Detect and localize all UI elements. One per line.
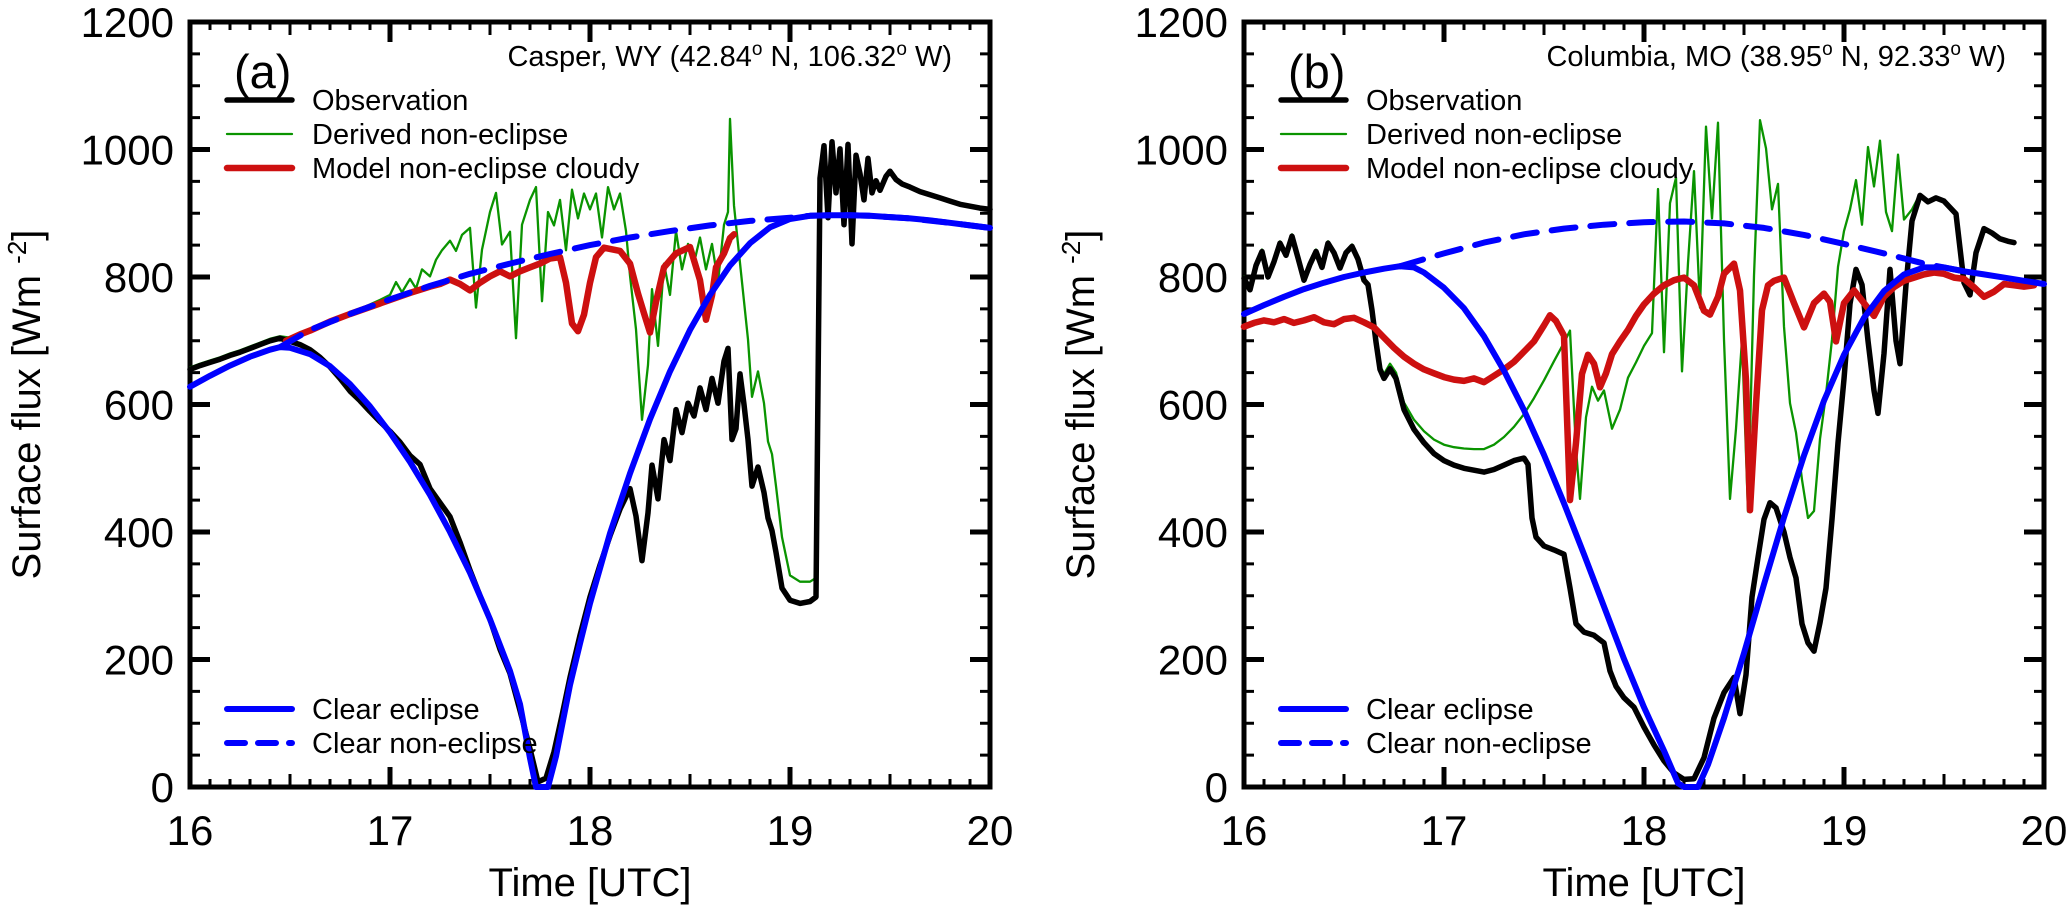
y-tick-label: 400 <box>1158 509 1228 556</box>
x-tick-label: 19 <box>767 807 814 854</box>
y-tick-labels: 0 200 400 600 800 1000 1200 <box>1135 0 1228 811</box>
panel-letter: (a) <box>234 45 291 98</box>
y-tick-label: 0 <box>151 764 174 811</box>
y-ticks <box>190 19 990 790</box>
series-observation <box>187 139 993 785</box>
legend-label-clear_noneclipse: Clear non-eclipse <box>312 728 538 760</box>
legend-label-observation: Observation <box>1366 85 1522 117</box>
y-tick-label: 600 <box>104 382 174 429</box>
x-ticks <box>1241 22 2047 787</box>
series-group <box>1240 119 2047 790</box>
y-tick-label: 800 <box>104 254 174 301</box>
x-tick-labels: 16 17 18 19 20 <box>1221 807 2067 854</box>
x-tick-label: 18 <box>1621 807 1668 854</box>
legend-label-derived: Derived non-eclipse <box>312 119 568 151</box>
x-tick-label: 20 <box>2021 807 2067 854</box>
legend-label-clear_eclipse: Clear eclipse <box>312 694 480 726</box>
x-tick-labels: 16 17 18 19 20 <box>167 807 1014 854</box>
x-tick-label: 19 <box>1821 807 1868 854</box>
y-tick-label: 400 <box>104 509 174 556</box>
y-tick-label: 1200 <box>1135 0 1228 46</box>
series-clear_eclipse <box>187 212 993 790</box>
y-tick-labels: 0 200 400 600 800 1000 1200 <box>81 0 174 811</box>
x-tick-label: 20 <box>967 807 1014 854</box>
plot-frame <box>1241 19 2047 790</box>
y-tick-label: 200 <box>1158 637 1228 684</box>
legend-label-clear_noneclipse: Clear non-eclipse <box>1366 728 1592 760</box>
y-tick-label: 1000 <box>81 127 174 174</box>
y-axis-label: Surface flux [Wm -2] <box>2 230 49 580</box>
legend-label-model: Model non-eclipse cloudy <box>1366 153 1694 185</box>
y-tick-label: 600 <box>1158 382 1228 429</box>
y-tick-label: 800 <box>1158 254 1228 301</box>
series-group <box>187 117 993 790</box>
y-tick-label: 0 <box>1205 764 1228 811</box>
series-model <box>1240 260 2038 514</box>
panel-title: Casper, WY (42.84o N, 106.32o W) <box>507 39 952 73</box>
panel-letter: (b) <box>1288 45 1345 98</box>
y-tick-label: 200 <box>104 637 174 684</box>
y-ticks <box>1244 19 2044 790</box>
legend-label-derived: Derived non-eclipse <box>1366 119 1622 151</box>
x-axis-label: Time [UTC] <box>1543 861 1746 905</box>
legend-label-model: Model non-eclipse cloudy <box>312 153 640 185</box>
panel-title: Columbia, MO (38.95o N, 92.33o W) <box>1546 39 2006 73</box>
y-axis-label: Surface flux [Wm -2] <box>1056 230 1103 580</box>
legend-label-observation: Observation <box>312 85 468 117</box>
x-ticks <box>187 22 993 787</box>
series-model <box>282 231 738 345</box>
x-tick-label: 17 <box>367 807 414 854</box>
x-tick-label: 17 <box>1421 807 1468 854</box>
x-tick-label: 18 <box>567 807 614 854</box>
x-tick-label: 16 <box>1221 807 1268 854</box>
series-clear_eclipse <box>1241 263 2047 790</box>
x-tick-label: 16 <box>167 807 214 854</box>
plot-frame <box>187 19 993 790</box>
x-axis-label: Time [UTC] <box>489 861 692 905</box>
y-tick-label: 1200 <box>81 0 174 46</box>
series-clear_noneclipse <box>1397 218 1967 275</box>
legend-label-clear_eclipse: Clear eclipse <box>1366 694 1534 726</box>
y-tick-label: 1000 <box>1135 127 1228 174</box>
